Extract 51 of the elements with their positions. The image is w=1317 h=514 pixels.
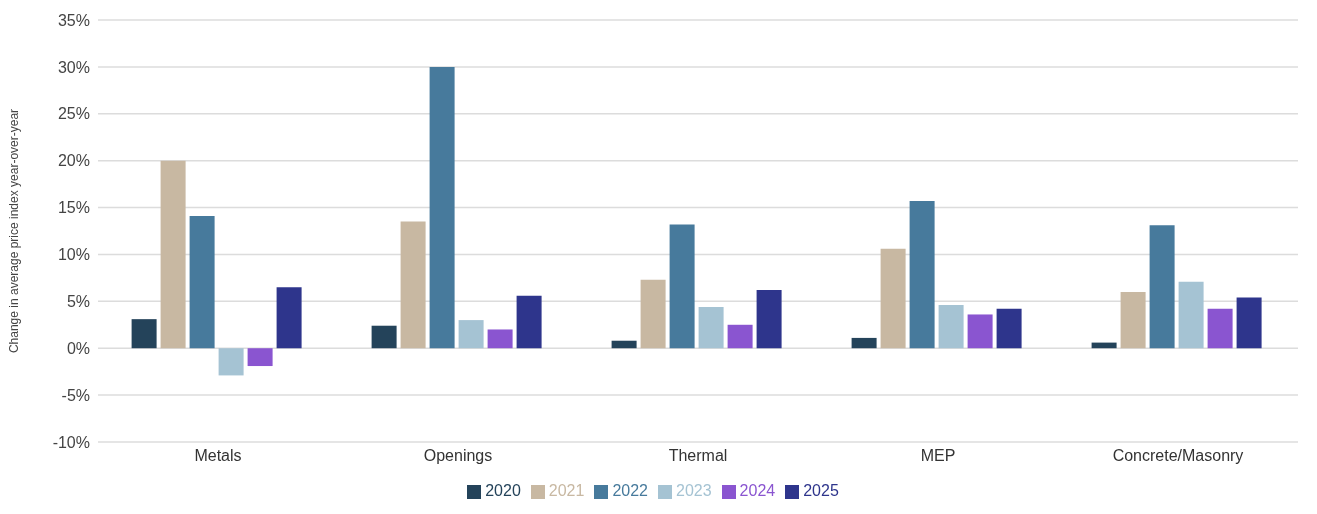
bar [429,66,455,349]
bar [756,290,782,349]
y-axis-title: Change in average price index year-over-year [7,108,22,354]
bar [487,329,513,349]
bar [247,348,273,367]
y-tick-label: 15% [57,199,90,217]
x-tick-label: Metals [194,447,242,465]
x-tick-label: Openings [423,447,493,465]
x-tick-label: Concrete/Masonry [1112,447,1244,465]
y-tick-label: 25% [57,105,90,123]
legend-label: 2021 [548,482,585,499]
bar [640,279,666,349]
y-tick-label: 5% [66,293,90,311]
bar [218,348,244,376]
bar [851,337,877,349]
legend-label: 2023 [676,482,712,499]
bar [996,308,1022,349]
bar [938,305,964,349]
legend-label: 2022 [612,482,648,499]
legend-label: 2024 [739,482,776,499]
y-tick-label: 10% [57,246,90,264]
bar [1149,225,1175,349]
y-tick-label: 35% [57,11,90,29]
bar [160,160,186,349]
bar [669,224,695,349]
bar [400,221,426,349]
bar [727,324,753,349]
y-tick-label: -10% [52,433,90,451]
bar [909,200,935,349]
bar [276,287,302,349]
bar [371,325,397,349]
x-tick-label: Thermal [668,447,728,465]
bar [458,320,484,349]
y-tick-label: 0% [66,339,90,357]
x-tick-label: MEP [920,447,956,465]
y-tick-label: 20% [57,152,90,170]
bar [967,314,993,349]
legend-label: 2020 [485,482,521,499]
bar [611,340,637,349]
bar [1207,308,1233,349]
bar [516,295,542,349]
bar [1236,297,1262,349]
y-tick-label: 30% [57,58,90,76]
bar [698,306,724,349]
bar [880,248,906,349]
bar [131,319,157,349]
y-tick-label: -5% [61,386,90,404]
legend-label: 2025 [803,482,839,499]
bar [1178,281,1204,349]
bar [1120,291,1146,349]
bar [189,216,215,349]
